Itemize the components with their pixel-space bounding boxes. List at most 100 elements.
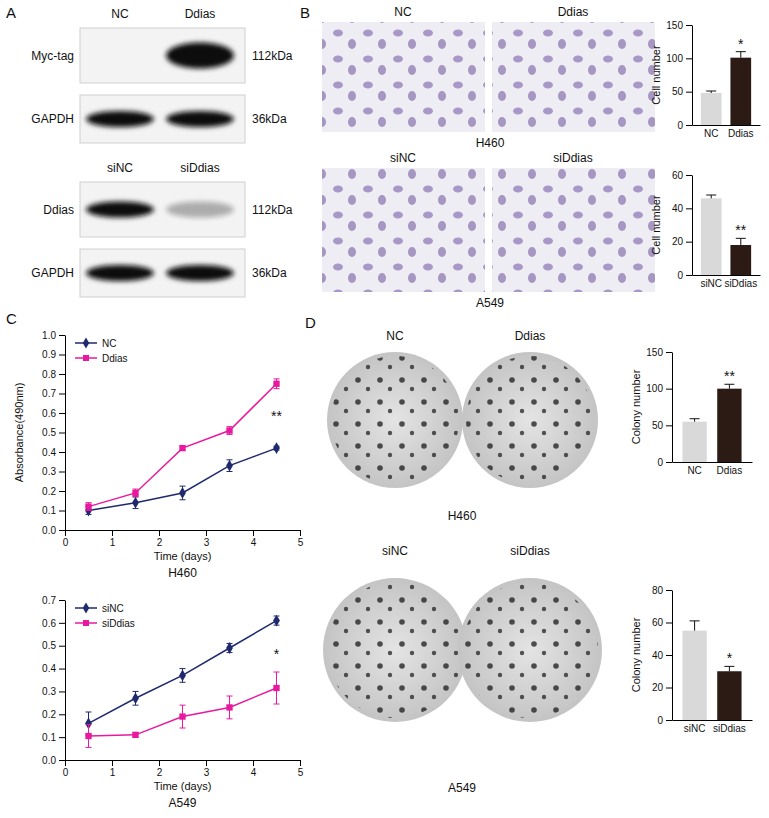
tick-label: 1 bbox=[110, 537, 116, 548]
line-chart: 0.00.10.20.30.40.50.60.7012345Time (days… bbox=[42, 595, 304, 810]
tick: 1 bbox=[110, 530, 116, 548]
tick-mark bbox=[300, 760, 301, 766]
tick-mark bbox=[666, 352, 672, 353]
micrograph bbox=[322, 168, 485, 292]
tick: 0.2 bbox=[42, 709, 65, 720]
micrograph bbox=[492, 168, 655, 292]
tick: siDdias bbox=[724, 278, 757, 289]
chart-title: A549 bbox=[168, 796, 196, 810]
lane-label: Ddias bbox=[515, 329, 546, 343]
error-cap bbox=[227, 434, 233, 435]
tick-mark bbox=[59, 737, 65, 738]
tick-mark bbox=[59, 374, 65, 375]
dish bbox=[323, 578, 467, 722]
tick-label: 0.6 bbox=[42, 408, 56, 419]
error-cap bbox=[86, 724, 92, 725]
tick-mark bbox=[666, 389, 672, 390]
colonies bbox=[331, 356, 459, 484]
tick-label: 2 bbox=[157, 767, 163, 778]
tick-mark bbox=[666, 655, 672, 656]
y-axis: 050100150 bbox=[646, 347, 672, 468]
tick: 20 bbox=[672, 236, 692, 247]
cell-line: H460 bbox=[476, 136, 505, 150]
tick: 0 bbox=[657, 715, 672, 726]
annotation: * bbox=[738, 36, 744, 52]
annotation: * bbox=[727, 650, 733, 666]
bar bbox=[717, 389, 741, 462]
lane-label: NC bbox=[111, 7, 129, 21]
tick-mark bbox=[59, 355, 65, 356]
blot-size: 112kDa bbox=[252, 49, 293, 63]
tick: 150 bbox=[646, 347, 672, 358]
x-axis: NCDdias bbox=[693, 126, 761, 140]
tick: 0.1 bbox=[42, 505, 65, 516]
axis-line bbox=[673, 462, 753, 463]
micrograph bbox=[322, 22, 485, 132]
tick: 100 bbox=[666, 53, 692, 64]
tick-mark bbox=[59, 394, 65, 395]
tick: 50 bbox=[652, 420, 672, 431]
x-axis: 012345 bbox=[63, 760, 304, 778]
y-axis: 020406080 bbox=[652, 585, 673, 726]
tick-mark bbox=[59, 452, 65, 453]
tick-label: 0 bbox=[657, 715, 663, 726]
tick: 0.3 bbox=[42, 466, 65, 477]
marker bbox=[85, 503, 91, 509]
tick-mark bbox=[59, 714, 65, 715]
tick: Ddias bbox=[717, 465, 743, 476]
marks bbox=[701, 195, 751, 275]
tick: 0 bbox=[677, 120, 692, 131]
tick-mark bbox=[159, 530, 160, 536]
marker bbox=[132, 497, 139, 509]
lane-label: siDdias bbox=[510, 544, 549, 558]
tick-label: 2 bbox=[157, 537, 163, 548]
tick-label: 4 bbox=[251, 767, 257, 778]
tick: 0.4 bbox=[42, 663, 65, 674]
tick-mark bbox=[666, 623, 672, 624]
error-cap bbox=[690, 620, 700, 621]
tick-label: 150 bbox=[666, 20, 683, 31]
tick-mark bbox=[686, 92, 692, 93]
tick: NC bbox=[687, 465, 701, 476]
legend-label: siNC bbox=[102, 603, 124, 614]
tick-mark bbox=[686, 175, 692, 176]
marker bbox=[85, 733, 91, 739]
tick-mark bbox=[59, 472, 65, 473]
error-cap bbox=[227, 426, 233, 427]
tick-label: 0.7 bbox=[42, 595, 56, 606]
blot-label: Myc-tag bbox=[31, 49, 74, 63]
y-axis: 0.00.10.20.30.40.50.60.70.80.91.0 bbox=[42, 330, 65, 536]
tick-label: 150 bbox=[646, 347, 663, 358]
cell-line: A549 bbox=[476, 296, 504, 310]
error-cap bbox=[706, 91, 716, 92]
tick-mark bbox=[59, 413, 65, 414]
blot-label: Ddias bbox=[43, 203, 74, 217]
tick-mark bbox=[206, 760, 207, 766]
error-cap bbox=[227, 718, 233, 719]
axis-line bbox=[65, 601, 66, 761]
tick: 0.1 bbox=[42, 732, 65, 743]
tick: 1 bbox=[110, 760, 116, 778]
tick-mark bbox=[666, 590, 672, 591]
axis-title: Cell number bbox=[650, 195, 662, 255]
tick: 150 bbox=[666, 20, 692, 31]
blot-size: 112kDa bbox=[252, 203, 293, 217]
tick-label: 0.9 bbox=[42, 349, 56, 360]
tick: NC bbox=[704, 128, 718, 139]
tick-label: 3 bbox=[204, 767, 210, 778]
error-cap bbox=[227, 696, 233, 697]
tick-mark bbox=[253, 760, 254, 766]
axis-line bbox=[66, 530, 301, 531]
panel-b: BNCDdiasH460siNCsiDdiasA549 bbox=[300, 4, 655, 310]
tick-label: 0.5 bbox=[42, 640, 56, 651]
tick-mark bbox=[206, 530, 207, 536]
dish bbox=[462, 352, 598, 488]
axis-line bbox=[673, 720, 753, 721]
tick-mark bbox=[65, 760, 66, 766]
tick-label: 40 bbox=[652, 650, 664, 661]
tick-label: 50 bbox=[672, 86, 684, 97]
lane-label: NC bbox=[394, 5, 412, 19]
tick-mark bbox=[112, 760, 113, 766]
error-cap bbox=[86, 502, 92, 503]
line-chart: 0.00.10.20.30.40.50.60.70.80.91.0012345A… bbox=[13, 330, 304, 580]
